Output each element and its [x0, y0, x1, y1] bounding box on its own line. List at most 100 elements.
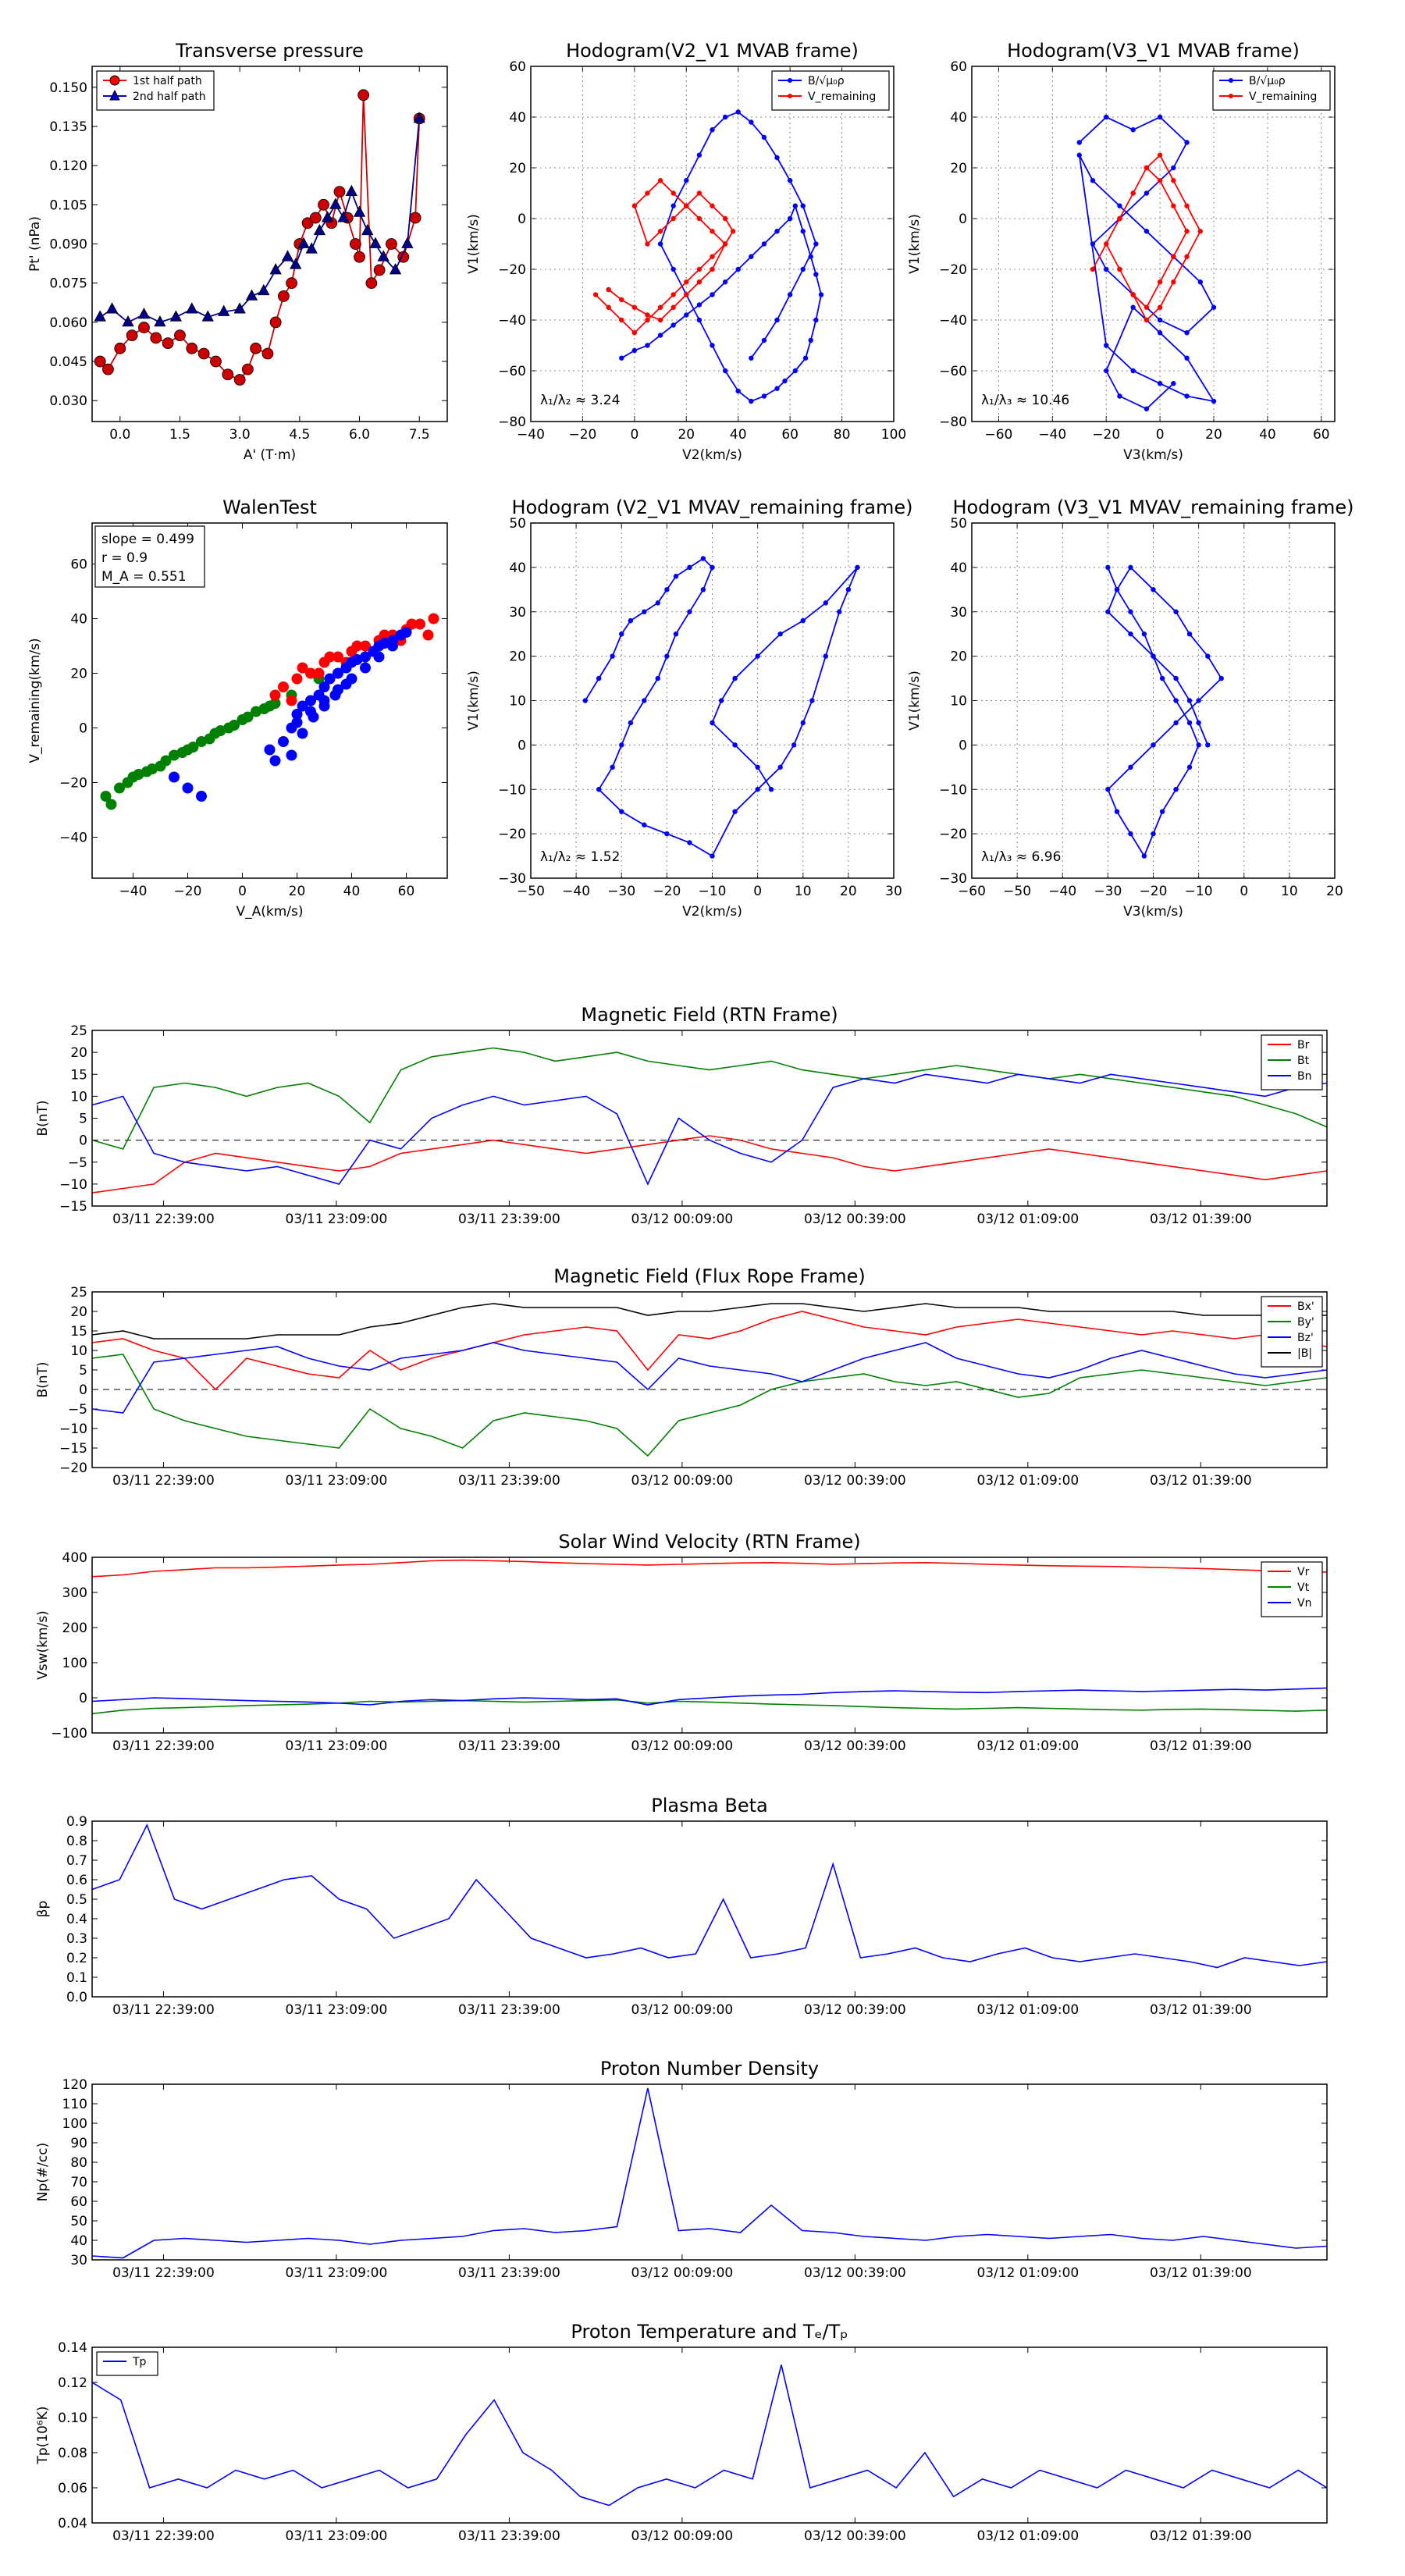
- x-tick-label: 03/12 00:09:00: [631, 2002, 734, 2018]
- data-point: [210, 355, 222, 368]
- data-point: [286, 749, 297, 761]
- axes-frame: [91, 2083, 1328, 2261]
- data-point: [1186, 631, 1193, 637]
- x-tick-label: 03/12 00:39:00: [804, 1738, 906, 1754]
- legend-label: 1st half path: [133, 75, 202, 87]
- x-tick-label: 03/11 22:39:00: [112, 2265, 215, 2281]
- x-tick-label: 0: [753, 884, 762, 899]
- y-tick-label: −80: [939, 415, 967, 430]
- data-point: [278, 681, 289, 692]
- plot-area: [100, 613, 439, 810]
- data-point: [1184, 203, 1190, 208]
- chart-title: Magnetic Field (Flux Rope Frame): [553, 1265, 865, 1287]
- data-point: [345, 184, 357, 196]
- data-point: [291, 717, 303, 728]
- data-point: [582, 698, 588, 703]
- y-tick-label: 50: [509, 516, 526, 532]
- legend-label: By': [1297, 1316, 1314, 1329]
- data-point: [94, 310, 106, 322]
- data-point: [186, 302, 198, 314]
- chart-p_hodo3: Hodogram (V2_V1 MVAV_remaining frame) −30…: [466, 496, 913, 920]
- x-tick-label: −40: [1048, 884, 1076, 899]
- axes-frame: [91, 1820, 1328, 1998]
- series-line-V: [585, 557, 859, 857]
- x-tick-label: 30: [885, 884, 902, 899]
- y-tick-label: 20: [70, 1304, 87, 1320]
- data-point: [664, 587, 670, 592]
- legend-marker: [788, 78, 792, 83]
- x-tick-label: 80: [834, 427, 851, 443]
- series-line-B/√μ₀ρ: [1078, 116, 1215, 410]
- data-point: [710, 292, 715, 297]
- data-point: [670, 292, 676, 297]
- data-point: [1157, 152, 1163, 158]
- chart-ts_beta: Plasma Beta 0.0 0.1 0.2 0.3 0.4 0.5 0.6 0.7 0.8 0.…: [35, 1795, 1328, 2018]
- data-point: [340, 678, 352, 690]
- legend-box: [1261, 1034, 1323, 1091]
- y-tick-label: 0.150: [49, 80, 87, 96]
- data-point: [1196, 742, 1201, 748]
- data-point: [1076, 152, 1082, 158]
- data-point: [1173, 787, 1179, 792]
- x-tick-label: −40: [119, 884, 148, 899]
- data-point: [809, 698, 815, 703]
- data-point: [1186, 698, 1193, 703]
- axes-frame: [91, 522, 448, 879]
- data-point: [138, 322, 150, 333]
- legend-marker: [1229, 78, 1233, 83]
- chart-title: WalenTest: [222, 496, 317, 518]
- data-point: [645, 343, 650, 348]
- data-point: [657, 178, 663, 183]
- data-point: [722, 241, 728, 247]
- data-point: [642, 609, 647, 614]
- x-tick-label: 03/12 01:39:00: [1150, 1473, 1252, 1489]
- data-point: [684, 178, 689, 183]
- data-point: [700, 587, 706, 592]
- data-point: [389, 263, 402, 275]
- series-line-Vr: [92, 1559, 1327, 1578]
- plot-area: [592, 109, 824, 404]
- x-tick-label: 03/11 23:09:00: [286, 1212, 388, 1227]
- x-tick-label: −40: [562, 884, 590, 899]
- data-point: [269, 316, 282, 329]
- y-tick-label: 60: [70, 557, 87, 573]
- data-point: [313, 223, 326, 236]
- y-tick-label: 50: [70, 2214, 87, 2229]
- series-line-B/√μ₀ρ: [621, 111, 822, 403]
- y-axis-label: B(nT): [35, 1361, 51, 1397]
- data-point: [1105, 787, 1111, 792]
- data-point: [718, 698, 724, 703]
- y-tick-label: −30: [498, 871, 526, 887]
- data-point: [710, 229, 715, 234]
- data-point: [351, 640, 363, 652]
- series-line-|B|: [92, 1303, 1327, 1340]
- chart-title: Hodogram(V3_V1 MVAB frame): [1007, 40, 1300, 62]
- y-tick-label: 30: [70, 2253, 87, 2268]
- data-point: [182, 782, 194, 794]
- legend-box: [96, 2351, 158, 2376]
- data-point: [732, 809, 738, 814]
- data-point: [286, 277, 298, 290]
- data-point: [154, 315, 166, 327]
- series-line-Bt: [92, 1047, 1327, 1150]
- data-point: [735, 388, 741, 394]
- data-point: [1144, 229, 1150, 234]
- data-point: [269, 755, 281, 767]
- y-tick-label: 0: [79, 1691, 87, 1706]
- data-point: [684, 312, 689, 318]
- x-tick-label: 03/12 01:09:00: [976, 1738, 1079, 1754]
- x-tick-label: 03/11 23:09:00: [286, 2528, 388, 2544]
- chart-ts_tp: Proton Temperature and Tₑ/Tₚ 0.04 0.06 0.08…: [35, 2321, 1328, 2544]
- x-tick-label: 10: [795, 884, 812, 899]
- data-point: [1128, 609, 1133, 614]
- data-point: [278, 736, 289, 747]
- data-point: [1104, 114, 1109, 120]
- stats-line: r = 0.9: [101, 550, 148, 566]
- y-tick-label: 25: [70, 1285, 87, 1300]
- data-point: [823, 600, 829, 606]
- x-tick-label: 03/12 00:09:00: [631, 2265, 734, 2281]
- y-tick-label: 10: [70, 1343, 87, 1359]
- data-point: [631, 330, 638, 336]
- y-tick-label: 0.7: [66, 1853, 87, 1869]
- data-point: [1105, 609, 1111, 614]
